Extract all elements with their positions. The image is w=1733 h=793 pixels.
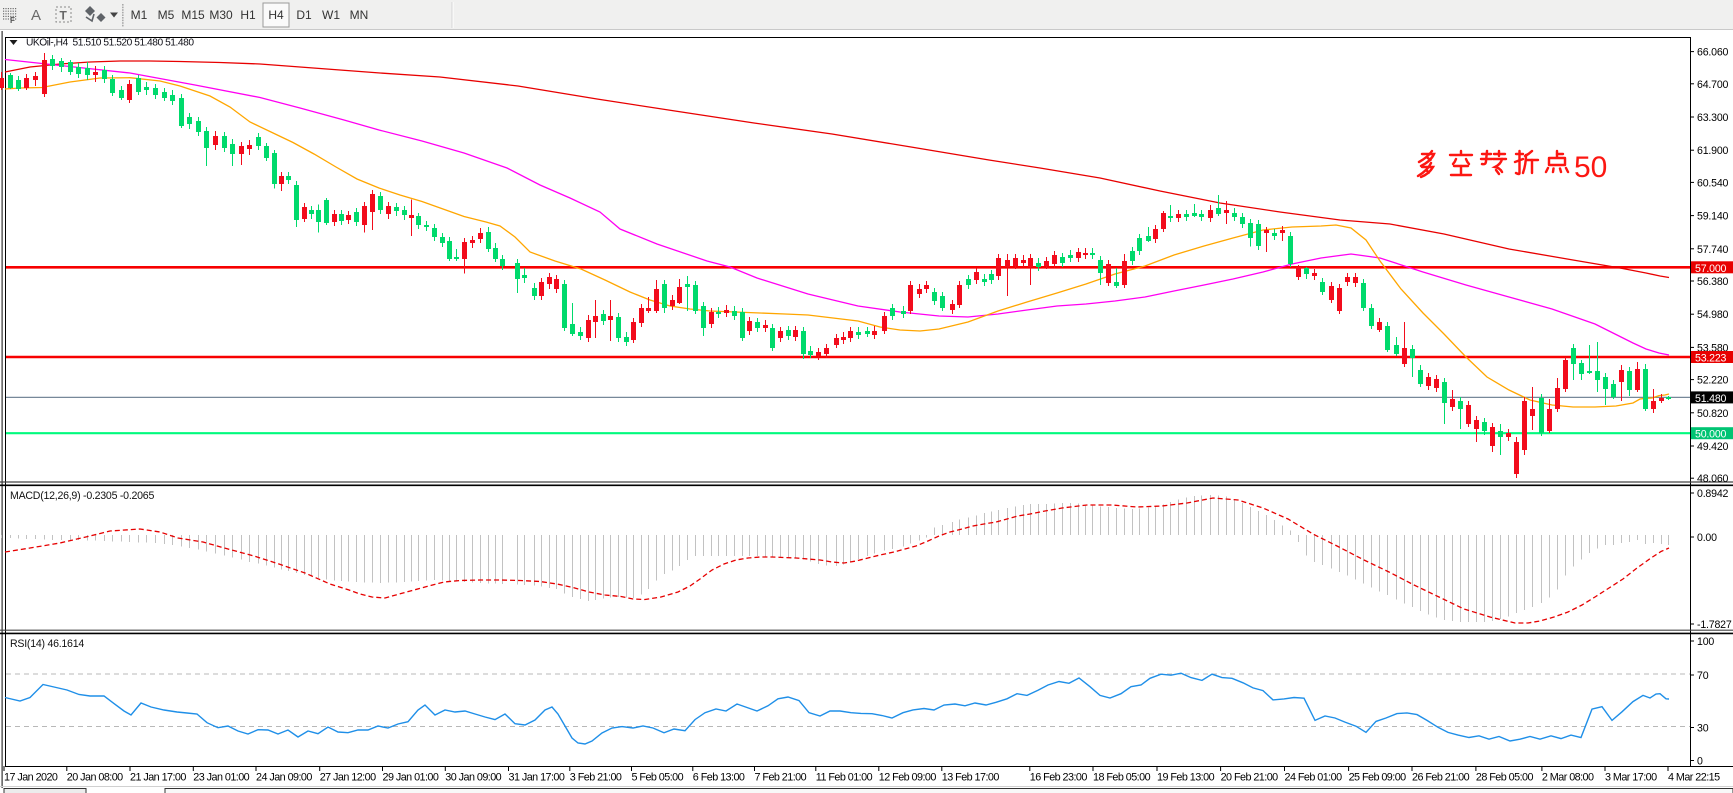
svg-text:56.380: 56.380 bbox=[1697, 276, 1729, 288]
svg-text:50: 50 bbox=[1574, 151, 1607, 184]
svg-text:50.000: 50.000 bbox=[1695, 429, 1727, 441]
svg-text:66.060: 66.060 bbox=[1697, 47, 1729, 59]
svg-text:57.740: 57.740 bbox=[1697, 244, 1729, 256]
svg-text:20 Jan 08:00: 20 Jan 08:00 bbox=[67, 772, 123, 784]
svg-text:53.223: 53.223 bbox=[1695, 353, 1727, 365]
svg-text:24 Jan 09:00: 24 Jan 09:00 bbox=[256, 772, 312, 784]
svg-text:11 Feb 01:00: 11 Feb 01:00 bbox=[816, 772, 873, 784]
svg-text:20 Feb 21:00: 20 Feb 21:00 bbox=[1221, 772, 1279, 784]
svg-text:D1: D1 bbox=[296, 8, 312, 22]
svg-text:M30: M30 bbox=[209, 8, 233, 22]
svg-text:F: F bbox=[10, 16, 15, 25]
svg-text:59.140: 59.140 bbox=[1697, 211, 1729, 223]
svg-text:3 Feb 21:00: 3 Feb 21:00 bbox=[570, 772, 622, 784]
svg-text:UKOil-,H4 51.510 51.520 51.48: UKOil-,H4 51.510 51.520 51.480 51.480 bbox=[26, 38, 194, 49]
svg-text:3 Mar 17:00: 3 Mar 17:00 bbox=[1605, 772, 1657, 784]
svg-text:63.300: 63.300 bbox=[1697, 112, 1729, 124]
svg-text:RSI(14) 46.1614: RSI(14) 46.1614 bbox=[10, 638, 84, 650]
svg-text:23 Jan 01:00: 23 Jan 01:00 bbox=[193, 772, 249, 784]
svg-text:0.8942: 0.8942 bbox=[1697, 488, 1729, 500]
svg-text:29 Jan 01:00: 29 Jan 01:00 bbox=[383, 772, 439, 784]
svg-text:13 Feb 17:00: 13 Feb 17:00 bbox=[942, 772, 1000, 784]
svg-text:0: 0 bbox=[1697, 756, 1703, 768]
svg-text:6 Feb 13:00: 6 Feb 13:00 bbox=[693, 772, 745, 784]
svg-text:5 Feb 05:00: 5 Feb 05:00 bbox=[632, 772, 684, 784]
svg-text:30 Jan 09:00: 30 Jan 09:00 bbox=[445, 772, 501, 784]
svg-text:100: 100 bbox=[1697, 636, 1714, 648]
svg-text:18 Feb 05:00: 18 Feb 05:00 bbox=[1093, 772, 1151, 784]
svg-text:48.060: 48.060 bbox=[1697, 473, 1729, 485]
svg-text:W1: W1 bbox=[322, 8, 340, 22]
svg-text:27 Jan 12:00: 27 Jan 12:00 bbox=[320, 772, 376, 784]
svg-text:2 Mar 08:00: 2 Mar 08:00 bbox=[1542, 772, 1594, 784]
svg-text:T: T bbox=[60, 9, 68, 23]
svg-text:30: 30 bbox=[1697, 723, 1709, 735]
svg-text:MACD(12,26,9) -0.2305 -0.2065: MACD(12,26,9) -0.2305 -0.2065 bbox=[10, 490, 154, 502]
svg-text:0.00: 0.00 bbox=[1697, 532, 1717, 544]
svg-text:17 Jan 2020: 17 Jan 2020 bbox=[4, 772, 58, 784]
svg-text:49.420: 49.420 bbox=[1697, 441, 1729, 453]
svg-text:24 Feb 01:00: 24 Feb 01:00 bbox=[1285, 772, 1343, 784]
svg-text:26 Feb 21:00: 26 Feb 21:00 bbox=[1412, 772, 1470, 784]
svg-text:50.820: 50.820 bbox=[1697, 408, 1729, 420]
svg-text:51.480: 51.480 bbox=[1695, 393, 1727, 405]
svg-text:28 Feb 05:00: 28 Feb 05:00 bbox=[1476, 772, 1534, 784]
svg-text:31 Jan 17:00: 31 Jan 17:00 bbox=[509, 772, 565, 784]
svg-text:52.220: 52.220 bbox=[1697, 375, 1729, 387]
svg-text:-1.7827: -1.7827 bbox=[1697, 619, 1732, 631]
svg-text:MN: MN bbox=[350, 8, 369, 22]
svg-text:M1: M1 bbox=[131, 8, 148, 22]
svg-text:19 Feb 13:00: 19 Feb 13:00 bbox=[1157, 772, 1215, 784]
svg-text:21 Jan 17:00: 21 Jan 17:00 bbox=[130, 772, 186, 784]
svg-text:64.700: 64.700 bbox=[1697, 79, 1729, 91]
svg-text:M15: M15 bbox=[181, 8, 205, 22]
svg-text:57.000: 57.000 bbox=[1695, 263, 1727, 275]
svg-text:H4: H4 bbox=[268, 8, 284, 22]
svg-text:16 Feb 23:00: 16 Feb 23:00 bbox=[1030, 772, 1088, 784]
svg-text:70: 70 bbox=[1697, 670, 1709, 682]
svg-text:12 Feb 09:00: 12 Feb 09:00 bbox=[879, 772, 937, 784]
svg-text:25 Feb 09:00: 25 Feb 09:00 bbox=[1349, 772, 1407, 784]
svg-text:61.900: 61.900 bbox=[1697, 145, 1729, 157]
svg-text:7 Feb 21:00: 7 Feb 21:00 bbox=[755, 772, 807, 784]
svg-text:4 Mar 22:15: 4 Mar 22:15 bbox=[1668, 772, 1720, 784]
svg-text:54.980: 54.980 bbox=[1697, 309, 1729, 321]
svg-text:M5: M5 bbox=[158, 8, 175, 22]
svg-text:A: A bbox=[31, 7, 41, 24]
svg-text:60.540: 60.540 bbox=[1697, 177, 1729, 189]
svg-text:H1: H1 bbox=[240, 8, 256, 22]
